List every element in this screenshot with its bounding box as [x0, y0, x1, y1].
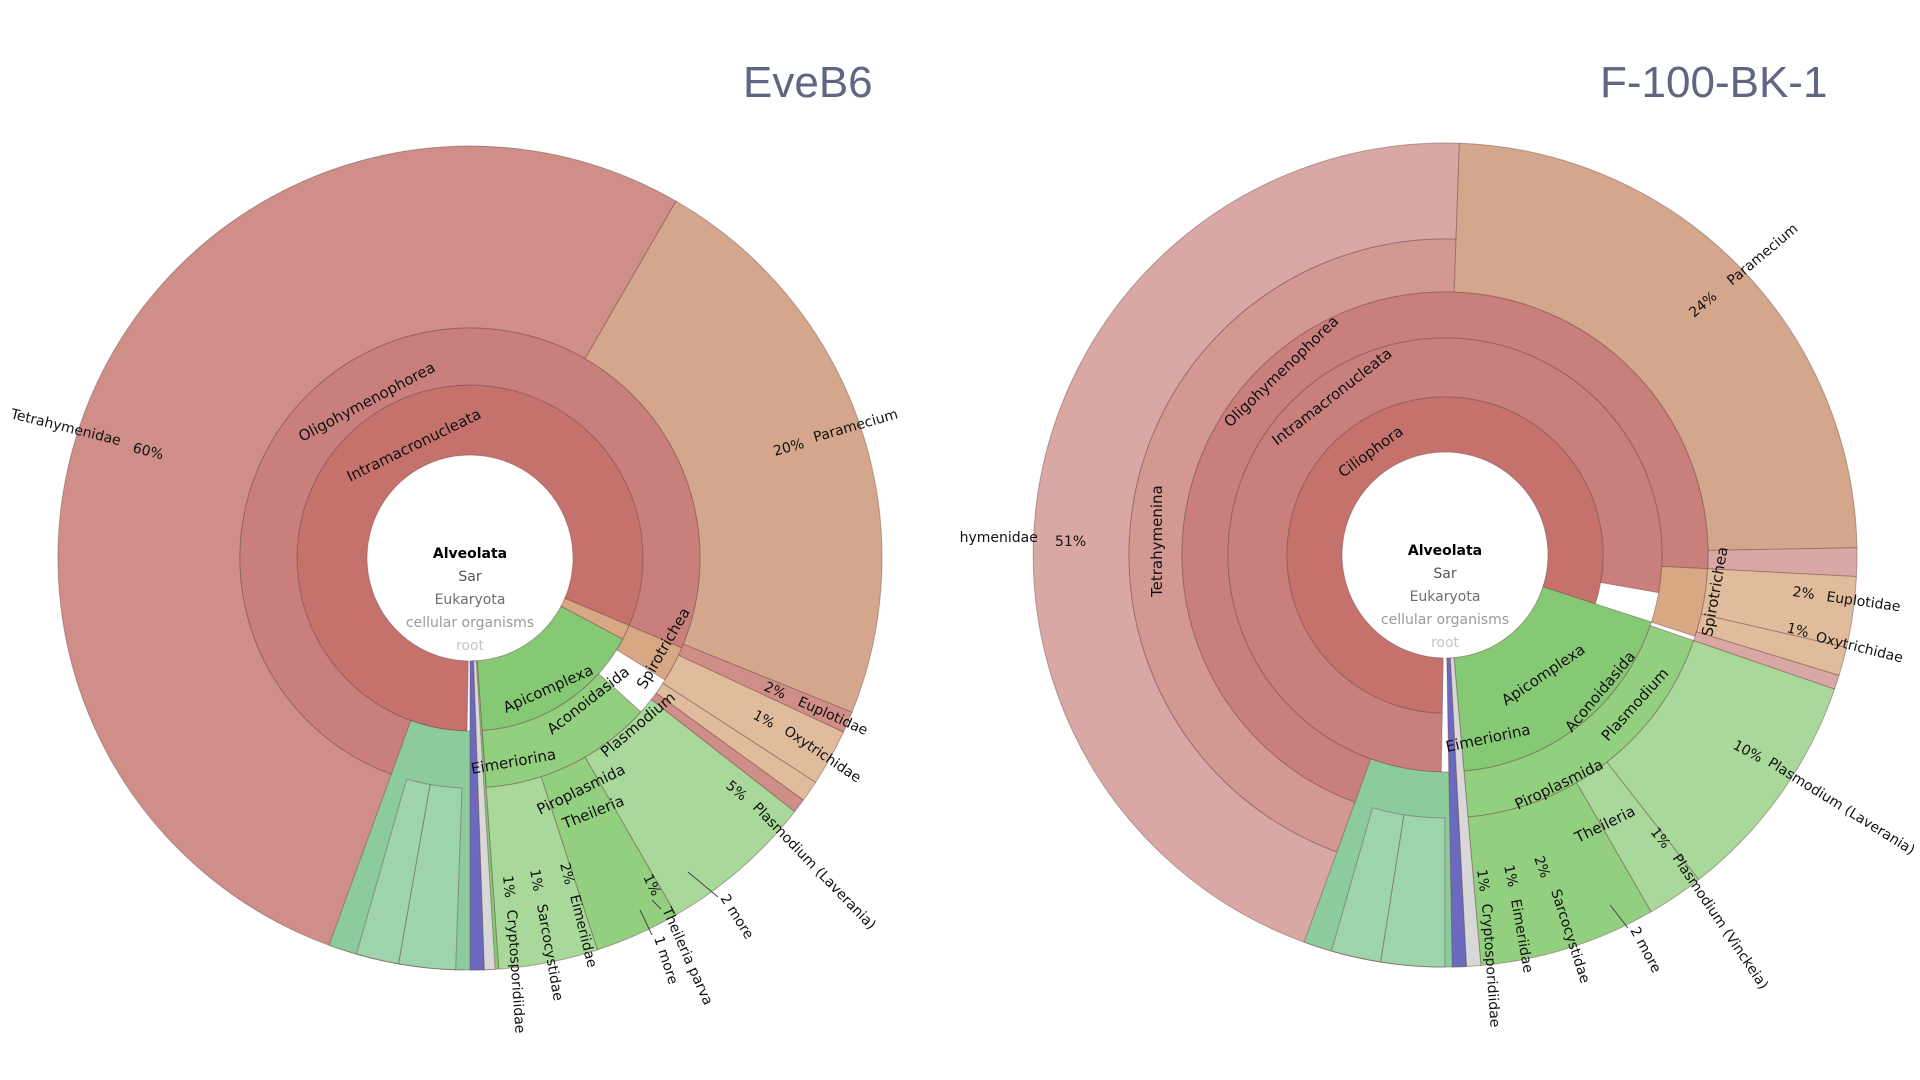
krona-chart[interactable]: Tetrahymenidae 51% Tetrahymenina 24% Par…: [960, 0, 1920, 1080]
label-tetrahymenidae-pct: 51%: [1055, 534, 1086, 550]
center-label-eukaryota: Eukaryota: [435, 592, 506, 608]
center-label-root: root: [456, 638, 485, 654]
label-plasmodium-vinckeia[interactable]: Plasmodium (Vinckeia): [1669, 851, 1771, 992]
center-label-cellular-organisms: cellular organisms: [406, 615, 534, 631]
wedge-plasmodium-laverania[interactable]: [1606, 639, 1836, 881]
wedge-sarcocystidae[interactable]: [355, 778, 431, 965]
label-eimeriidae-pct: 1%: [1500, 864, 1520, 889]
label-tetrahymenidae-pct: 60%: [131, 440, 165, 463]
label-eimeriidae-pct: 2%: [556, 861, 577, 886]
wedge-cryptosporidiidae[interactable]: [469, 660, 485, 971]
center-label-root: root: [1431, 635, 1460, 651]
center-label-sar: Sar: [458, 569, 481, 585]
wedge-ciliophora[interactable]: [1286, 396, 1604, 714]
krona-panel-f-100-bk-1: F-100-BK-1 Tetrahymenidae 51% Tetrahymen…: [960, 0, 1920, 1080]
wedges[interactable]: [1032, 142, 1858, 968]
label-tetrahymenina[interactable]: Tetrahymenina: [1148, 485, 1166, 598]
wedges[interactable]: [57, 145, 883, 971]
krona-chart[interactable]: Tetrahymenidae 60% 20% Paramecium Oligoh…: [0, 0, 960, 1080]
center-label-alveolata: Alveolata: [1408, 543, 1482, 559]
label-plasmodium-laverania[interactable]: Plasmodium (Laverania): [1765, 755, 1918, 859]
wedge-apicomplexa[interactable]: [476, 605, 624, 732]
label-cryptosporidiidae-pct: 1%: [499, 875, 517, 899]
wedge-root-unassigned[interactable]: [473, 660, 496, 971]
label-plasmodium-laverania[interactable]: Plasmodium (Laverania): [749, 800, 879, 933]
wedge-oligohymenophorea[interactable]: [239, 327, 701, 789]
leader-theileria-parva: [651, 899, 662, 910]
sample-title: F-100-BK-1: [1600, 58, 1828, 107]
center-label-alveolata: Alveolata: [433, 546, 507, 562]
wedge-plasmodium-laverania[interactable]: [584, 698, 796, 916]
krona-panel-eveb6: EveB6 Tetrahymenidae 60% 20% Paramecium …: [0, 0, 960, 1080]
label-two-more[interactable]: 2 more: [1626, 924, 1663, 975]
sample-title: EveB6: [743, 58, 873, 107]
wedge-cryptosporidiidae[interactable]: [1446, 657, 1468, 968]
wedge-tetrahymenidae[interactable]: [57, 145, 677, 971]
label-sarcocystidae-pct: 1%: [526, 868, 546, 893]
wedge-root-unassigned[interactable]: [1449, 657, 1482, 967]
wedge-eimeriidae[interactable]: [1330, 807, 1405, 963]
leader-one-more: [639, 909, 653, 936]
center-label-sar: Sar: [1433, 566, 1456, 582]
label-cryptosporidiidae-pct: 1%: [1473, 868, 1492, 892]
label-oxytrichidae-pct: 1%: [1785, 620, 1810, 641]
label-tetrahymenidae[interactable]: Tetrahymenidae: [960, 530, 1038, 546]
label-two-more[interactable]: 2 more: [717, 892, 757, 943]
center-label-eukaryota: Eukaryota: [1410, 589, 1481, 605]
wedge-spirotrichea[interactable]: [1650, 565, 1709, 637]
label-sarcocystidae-pct: 2%: [1530, 854, 1553, 880]
leader-two-more: [1609, 904, 1629, 929]
label-euplotidae-pct: 2%: [1791, 584, 1815, 603]
leader-two-more: [687, 871, 719, 898]
label-paramecium[interactable]: Paramecium: [1724, 221, 1801, 289]
center-label-cellular-organisms: cellular organisms: [1381, 612, 1509, 628]
